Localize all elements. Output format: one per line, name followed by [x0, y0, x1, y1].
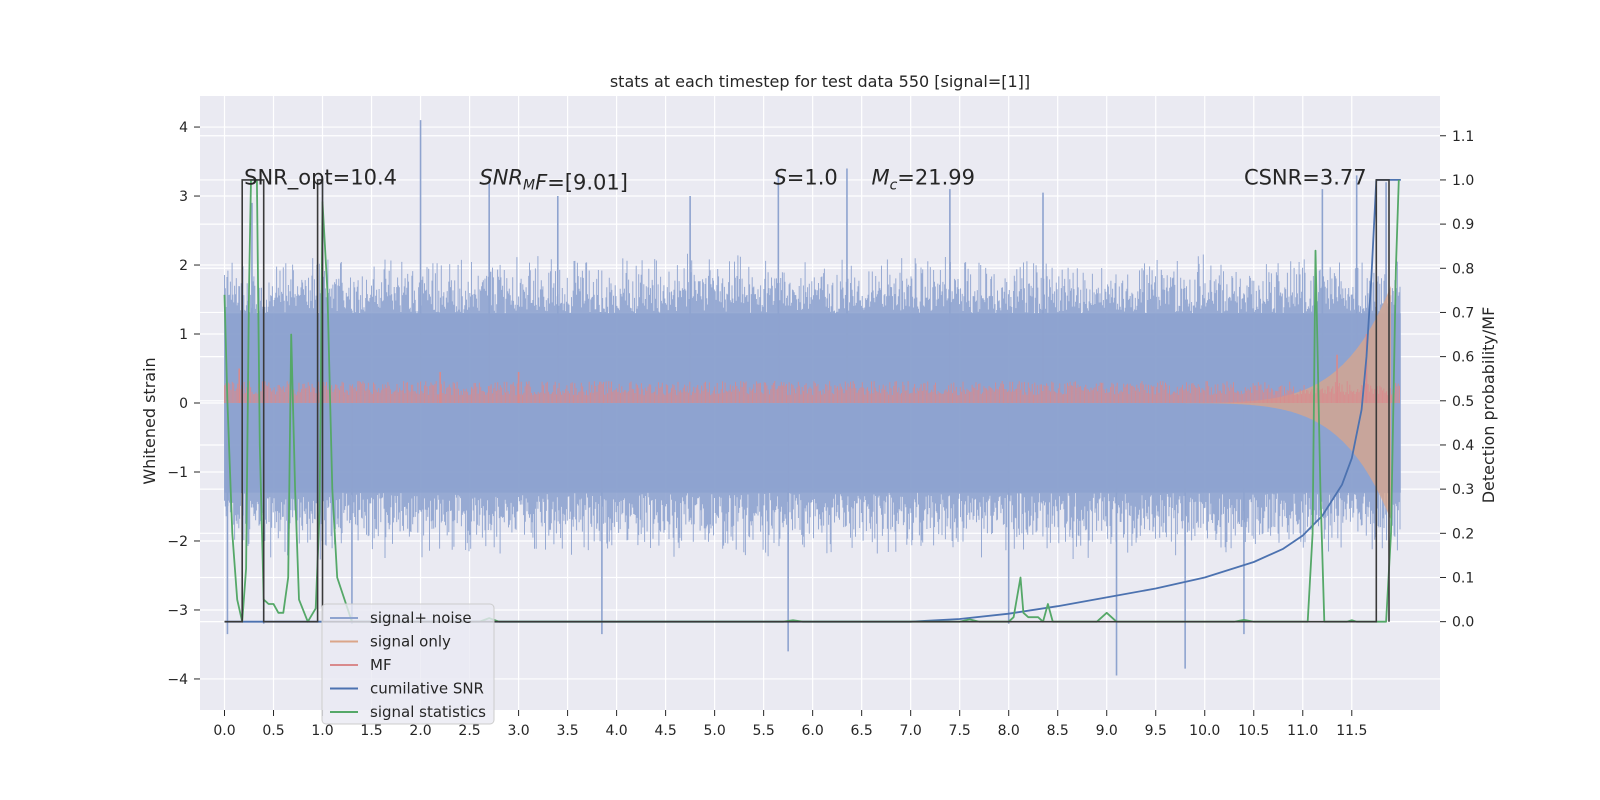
axes: 0.0 0.5 1.0 1.5 2.0 2.5 3.0 3.5 4.0 4.5 5.0 5.5 6.0 6… — [167, 120, 1474, 739]
y-tick-label: 0 — [179, 396, 188, 412]
legend-label: cumilative SNR — [370, 680, 484, 698]
y-tick-label: 3 — [179, 189, 188, 205]
y2-tick-label: 0.4 — [1452, 438, 1474, 454]
annotation-part: =[9.01] — [547, 170, 628, 194]
annotation-part: c — [890, 177, 898, 193]
x-tick-label: 0.0 — [213, 723, 235, 739]
x-tick-label: 7.0 — [900, 723, 922, 739]
y2-tick-label: 0.8 — [1452, 261, 1474, 277]
x-tick-label: 4.0 — [605, 723, 627, 739]
y-axis-title: Whitened strain — [140, 357, 159, 484]
chart-title: stats at each timestep for test data 550… — [610, 72, 1030, 91]
boundary-line — [224, 179, 1390, 623]
annotation-part: =21.99 — [897, 165, 975, 189]
x-tick-label: 6.0 — [802, 723, 824, 739]
legend-label: signal only — [370, 633, 451, 651]
y-tick-label: −1 — [167, 465, 188, 481]
annotation-mc-value: Mc=21.99 — [871, 165, 975, 193]
y2-tick-label: 0.3 — [1452, 482, 1474, 498]
data-layer — [223, 120, 1401, 676]
x-tick-label: 5.0 — [703, 723, 725, 739]
annotation-part: =1.0 — [787, 165, 838, 189]
mf-trace — [224, 381, 1400, 403]
y-tick-label: −2 — [167, 534, 188, 550]
y-tick-label: 4 — [179, 120, 188, 136]
x-tick-label: 10.0 — [1189, 723, 1220, 739]
y2-tick-label: 1.1 — [1452, 129, 1474, 145]
annotation-part: CSNR=3.77 — [1244, 165, 1367, 189]
x-tick-label: 5.5 — [753, 723, 775, 739]
annotation-part: SNR_opt=10.4 — [244, 165, 397, 190]
x-tick-label: 6.5 — [851, 723, 873, 739]
legend-box — [321, 603, 495, 725]
annotation-part: M — [523, 177, 535, 193]
y2-tick-label: 0.6 — [1452, 350, 1474, 366]
y2-tick-label: 1.0 — [1452, 173, 1474, 189]
annotation-snr-mf: SNRMF=[9.01] — [479, 165, 628, 194]
x-tick-label: 8.0 — [998, 723, 1020, 739]
x-tick-label: 7.5 — [949, 723, 971, 739]
legend-label: MF — [370, 656, 392, 674]
x-tick-label: 10.5 — [1238, 723, 1269, 739]
annotation-part: M — [871, 165, 889, 189]
x-tick-label: 4.5 — [654, 723, 676, 739]
x-tick-label: 11.0 — [1287, 723, 1318, 739]
y2-tick-label: 0.0 — [1452, 615, 1474, 631]
annotations: SNR_opt=10.4 SNRMF=[9.01] S=1.0 Mc=21.99 CSN… — [244, 165, 1366, 194]
y2-tick-label: 0.2 — [1452, 526, 1474, 542]
annotation-part: S — [773, 165, 786, 189]
x-tick-label: 1.0 — [311, 723, 333, 739]
x-tick-label: 8.5 — [1047, 723, 1069, 739]
x-tick-label: 1.5 — [360, 723, 382, 739]
y-tick-label: −4 — [167, 672, 188, 688]
y2-tick-label: 0.5 — [1452, 394, 1474, 410]
annotation-csnr: CSNR=3.77 — [1244, 165, 1367, 189]
series-mf — [224, 334, 1400, 403]
x-tick-label: 3.0 — [507, 723, 529, 739]
y2-tick-label: 0.1 — [1452, 570, 1474, 586]
y-tick-label: 1 — [179, 327, 188, 343]
y2-axis-title: Detection probability/MF — [1479, 307, 1498, 504]
y2-tick-label: 0.7 — [1452, 305, 1474, 321]
y-tick-label: 2 — [179, 258, 188, 274]
x-tick-label: 0.5 — [262, 723, 284, 739]
y2-tick-label: 0.9 — [1452, 217, 1474, 233]
series-detection-boundaries — [224, 179, 1390, 623]
y-tick-label: −3 — [167, 603, 188, 619]
x-tick-label: 9.0 — [1096, 723, 1118, 739]
legend: signal+ noise signal only MF cumilative SNR… — [321, 603, 495, 725]
x-tick-label: 11.5 — [1336, 723, 1367, 739]
annotation-s-value: S=1.0 — [773, 165, 837, 189]
x-tick-label: 9.5 — [1145, 723, 1167, 739]
x-tick-label: 3.5 — [556, 723, 578, 739]
x-tick-label: 2.0 — [409, 723, 431, 739]
legend-label: signal statistics — [370, 703, 486, 721]
x-tick-label: 2.5 — [458, 723, 480, 739]
annotation-part: F — [535, 170, 548, 194]
annotation-snr-opt: SNR_opt=10.4 — [244, 165, 397, 190]
annotation-part: SNR — [479, 165, 523, 189]
legend-label: signal+ noise — [370, 609, 472, 627]
